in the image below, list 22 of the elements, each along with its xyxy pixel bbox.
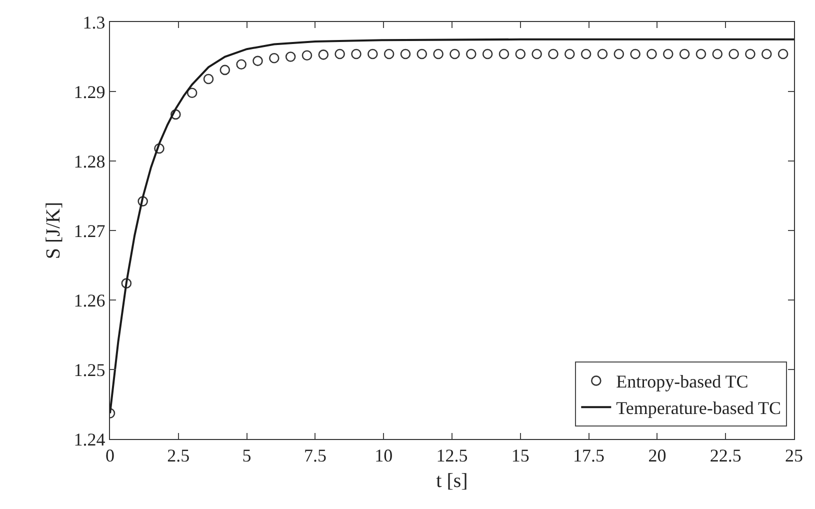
y-tick-label: 1.3	[82, 12, 106, 32]
x-tick-label: 17.5	[573, 446, 605, 466]
y-tick-label: 1.28	[74, 151, 106, 172]
x-tick-label: 12.5	[436, 446, 468, 466]
y-tick-label: 1.25	[74, 360, 106, 380]
y-tick-label: 1.27	[74, 220, 106, 241]
legend-label: Temperature-based TC	[616, 398, 782, 418]
y-tick-label: 1.29	[74, 82, 106, 102]
y-tick-label: 1.24	[74, 429, 106, 450]
x-tick-label: 2.5	[167, 446, 190, 466]
x-tick-label: 0	[106, 446, 114, 466]
x-tick-label: 5	[242, 446, 252, 466]
x-axis-title: t [s]	[436, 470, 468, 492]
x-tick-label: 15	[511, 446, 530, 466]
x-tick-label: 22.5	[710, 446, 742, 466]
x-tick-label: 7.5	[304, 446, 326, 466]
x-tick-label: 25	[785, 446, 803, 466]
x-tick-label: 20	[648, 446, 666, 466]
legend-label: Entropy-based TC	[616, 372, 748, 392]
x-tick-label: 10	[374, 446, 393, 466]
y-axis-title: S [J/K]	[42, 202, 64, 260]
y-tick-label: 1.26	[74, 290, 106, 310]
